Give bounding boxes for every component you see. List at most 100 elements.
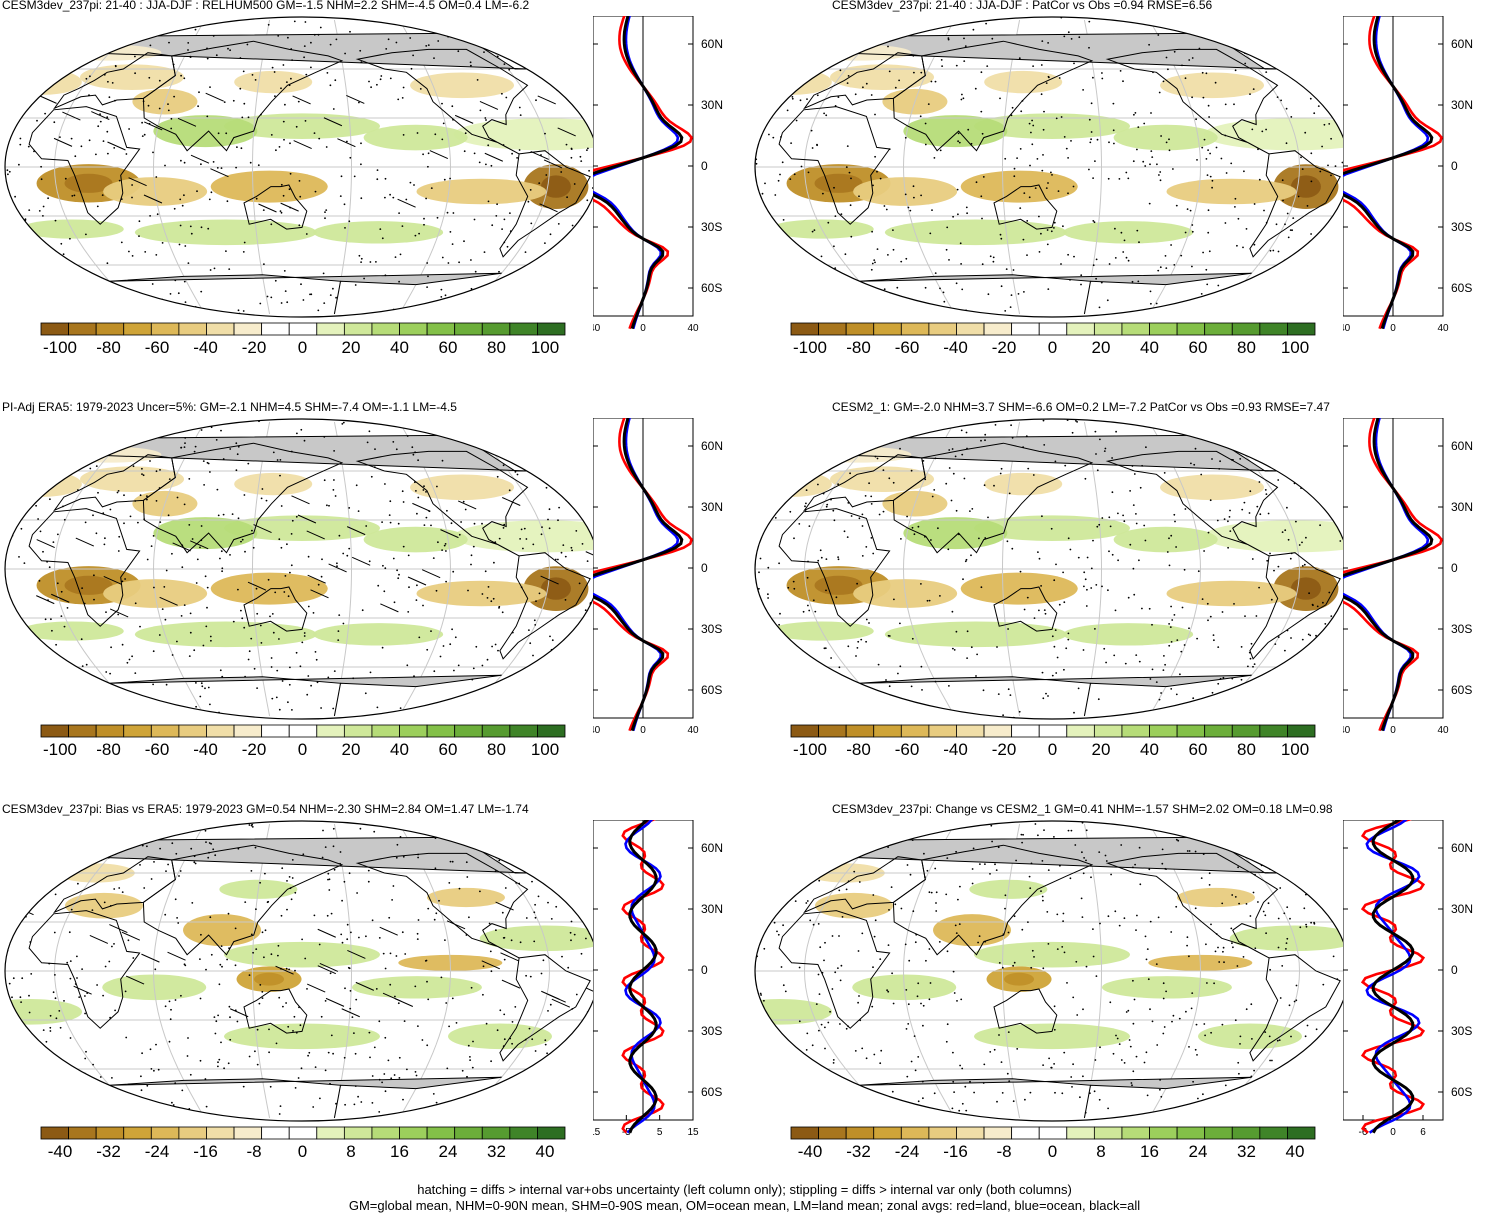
- colorbar-swatch: [95, 322, 125, 336]
- colorbar-swatch: [873, 1126, 902, 1140]
- zonal-curve-all: [628, 806, 658, 1134]
- colorbar-tick-label: -80: [96, 740, 121, 759]
- colorbar-tick-label: 100: [530, 338, 560, 357]
- colorbar-tick-label: 40: [1140, 338, 1159, 357]
- colorbar: [40, 1126, 566, 1145]
- map-panel-6: CESM3dev_237pi: Change vs CESM2_1 GM=0.4…: [750, 802, 1489, 1204]
- panel-title: CESM2_1: GM=-2.0 NHM=3.7 SHM=-6.6 OM=0.2…: [832, 400, 1330, 414]
- field-contour: [1101, 976, 1232, 999]
- missing-data-region: [83, 837, 529, 873]
- colorbar-tick-label: 80: [1237, 338, 1256, 357]
- zonal-curve-all: [586, 404, 684, 732]
- field-contour: [1197, 1023, 1302, 1050]
- colorbar-swatch: [873, 322, 902, 336]
- colorbar-tick-label: -40: [943, 338, 968, 357]
- zonal-x-tick-label: 6: [1420, 1127, 1426, 1138]
- colorbar-swatch: [150, 724, 180, 738]
- latitude-tick-label: 60S: [701, 281, 722, 295]
- colorbar-swatch: [233, 724, 263, 738]
- world-map: [4, 418, 600, 725]
- colorbar-swatch: [1066, 724, 1095, 738]
- colorbar-tick-label: 32: [1237, 1142, 1256, 1161]
- field-contour: [884, 219, 1067, 246]
- panel-title: PI-Adj ERA5: 1979-2023 Uncer=5%: GM=-2.1…: [2, 400, 457, 414]
- colorbar-swatch: [1259, 322, 1288, 336]
- colorbar-swatch: [371, 724, 400, 738]
- missing-data-region: [859, 273, 1252, 314]
- coastline-asia: [142, 442, 344, 554]
- colorbar-labels: -100 -80 -60 -40 -20 0 20 40 60 80 100: [790, 338, 1316, 360]
- zonal-x-tick-label: 40: [687, 725, 699, 736]
- field-contour: [183, 914, 262, 947]
- colorbar-swatch: [426, 1126, 456, 1140]
- coastline-antarctica: [109, 272, 502, 315]
- hatching: [38, 92, 599, 213]
- coastline-antarctica: [109, 674, 502, 717]
- colorbar-swatch: [123, 1126, 152, 1140]
- colorbar-swatch: [261, 724, 290, 738]
- colorbar-swatch: [123, 322, 152, 336]
- latitude-tick-label: 30N: [701, 500, 723, 514]
- colorbar-tick-label: 80: [487, 740, 506, 759]
- field-contour: [234, 70, 313, 94]
- colorbar-tick-label: -100: [42, 338, 78, 357]
- field-contour: [1160, 72, 1265, 99]
- colorbar-swatch: [233, 1126, 263, 1140]
- field-contour: [830, 466, 935, 492]
- colorbar-swatch: [206, 724, 235, 738]
- field-contour: [960, 572, 1078, 605]
- colorbar-tick-label: 40: [390, 740, 409, 759]
- colorbar-swatch: [40, 724, 69, 738]
- colorbar: [790, 724, 1316, 743]
- colorbar-tick-label: 0: [297, 740, 308, 759]
- colorbar-tick-label: 80: [487, 338, 506, 357]
- colorbar-tick-label: 60: [1188, 338, 1208, 357]
- missing-data-region: [109, 1077, 502, 1118]
- field-contour: [313, 623, 444, 646]
- colorbar-tick-label: 0: [1047, 740, 1058, 759]
- colorbar-tick-label: 100: [1280, 338, 1310, 357]
- latitude-tick-label: 60S: [1451, 1085, 1472, 1099]
- world-map: [4, 16, 600, 323]
- colorbar-swatch: [956, 724, 985, 738]
- coastline-namerica: [1105, 852, 1279, 959]
- zonal-x-tick-label: 0: [1390, 323, 1396, 334]
- colorbar-tick-label: -40: [47, 1142, 73, 1161]
- colorbar-tick-label: 60: [438, 740, 458, 759]
- zonal-x-tick-label: 15: [687, 1127, 699, 1138]
- colorbar-swatch: [537, 1126, 566, 1140]
- colorbar-swatch: [509, 322, 538, 336]
- coastline-australia: [243, 988, 308, 1034]
- colorbar-swatch: [288, 322, 318, 336]
- colorbar-tick-label: 20: [341, 338, 361, 357]
- colorbar-labels: -100 -80 -60 -40 -20 0 20 40 60 80 100: [40, 740, 566, 762]
- colorbar-swatch: [509, 724, 538, 738]
- colorbar-swatch: [818, 1126, 847, 1140]
- colorbar-swatch: [928, 724, 957, 738]
- field-contour: [960, 170, 1078, 203]
- world-map: [754, 16, 1350, 323]
- coastline-asia: [142, 40, 344, 152]
- colorbar-tick-label: -100: [792, 740, 828, 759]
- field-contour: [224, 515, 380, 541]
- latitude-tick-label: 30S: [701, 1024, 722, 1038]
- field-contour: [134, 621, 317, 648]
- field-contour: [447, 1023, 552, 1050]
- colorbar-tick-label: 40: [535, 1142, 555, 1161]
- colorbar-swatch: [1204, 1126, 1233, 1140]
- coastline-australia: [993, 586, 1058, 632]
- latitude-tick-label: 30N: [1451, 98, 1473, 112]
- coastline-samerica: [499, 552, 591, 660]
- colorbar-swatch: [928, 1126, 957, 1140]
- colorbar-tick-label: -32: [96, 1142, 121, 1161]
- colorbar-tick-label: 100: [1280, 740, 1310, 759]
- coastline-antarctica: [109, 1076, 502, 1119]
- colorbar-tick-label: -100: [792, 338, 828, 357]
- colorbar-swatch: [1121, 322, 1150, 336]
- coastline-antarctica: [859, 1076, 1252, 1119]
- field-contour: [1166, 580, 1297, 607]
- missing-data-region: [83, 435, 529, 471]
- colorbar-swatch: [95, 724, 125, 738]
